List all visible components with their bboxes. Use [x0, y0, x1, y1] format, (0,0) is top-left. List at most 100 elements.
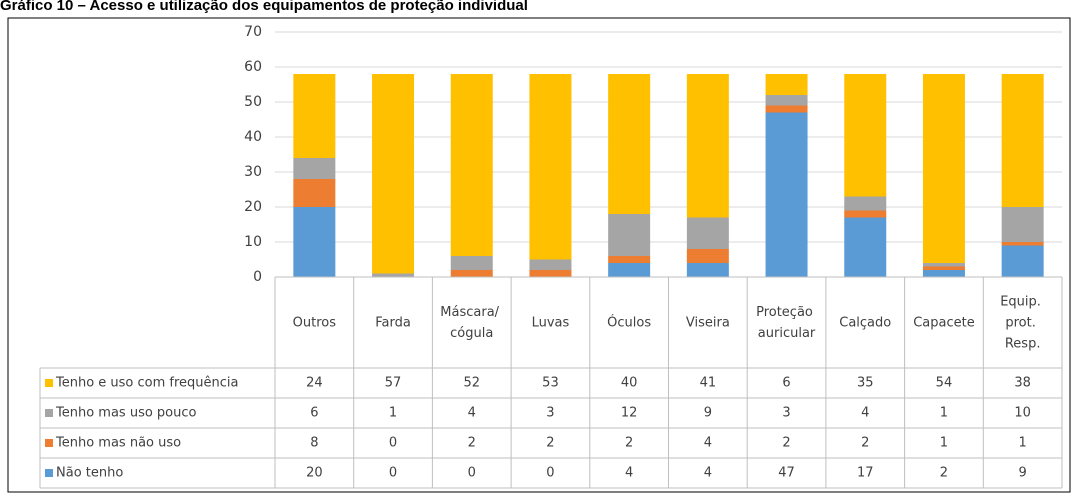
- table-value: 53: [542, 376, 559, 391]
- table-value: 2: [940, 466, 948, 481]
- table-value: 3: [546, 406, 554, 421]
- table-value: 6: [310, 406, 318, 421]
- table-value: 2: [625, 436, 633, 451]
- table-value: 12: [621, 406, 638, 421]
- bar-segment: [844, 217, 887, 277]
- table-value: 2: [861, 436, 869, 451]
- legend-key: [45, 379, 53, 387]
- table-value: 1: [940, 436, 948, 451]
- table-value: 17: [857, 466, 874, 481]
- x-tick-label: Farda: [375, 315, 411, 330]
- bar-segment: [922, 270, 965, 277]
- bar-segment: [450, 270, 493, 277]
- table-value: 4: [704, 436, 712, 451]
- y-tick-label: 60: [244, 59, 262, 75]
- table-value: 2: [546, 436, 554, 451]
- bar-segment: [844, 210, 887, 218]
- table-value: 1: [1019, 436, 1027, 451]
- x-tick-label: Capacete: [913, 315, 975, 330]
- legend-key: [45, 469, 53, 477]
- chart-title: Gráfico 10 – Acesso e utilização dos equ…: [0, 0, 528, 14]
- table-value: 2: [782, 436, 790, 451]
- x-tick-label: Luvas: [532, 315, 570, 330]
- bar-segment: [844, 196, 887, 211]
- table-value: 38: [1014, 376, 1031, 391]
- bar-segment: [293, 74, 336, 158]
- legend-label: Tenho e uso com frequência: [55, 376, 239, 391]
- x-tick-label: Óculos: [607, 314, 651, 330]
- table-value: 0: [468, 466, 476, 481]
- bar-segment: [1001, 74, 1044, 207]
- legend-key: [45, 439, 53, 447]
- table-value: 9: [704, 406, 712, 421]
- table-value: 1: [940, 406, 948, 421]
- bar-segment: [450, 74, 493, 256]
- table-value: 0: [546, 466, 554, 481]
- table-value: 8: [310, 436, 318, 451]
- legend-label: Não tenho: [56, 466, 123, 481]
- legend-key: [45, 409, 53, 417]
- bar-segment: [529, 74, 572, 260]
- table-value: 9: [1019, 466, 1027, 481]
- bar-segment: [372, 74, 415, 274]
- x-tick-label: Outros: [293, 315, 337, 330]
- x-tick-label: Equip. prot. Resp.: [1000, 294, 1045, 351]
- y-tick-label: 50: [244, 94, 262, 110]
- bar-segment: [686, 249, 729, 263]
- table-value: 52: [463, 376, 480, 391]
- table-value: 35: [857, 376, 874, 391]
- bar-segment: [372, 273, 415, 277]
- table-value: 4: [468, 406, 476, 421]
- y-tick-label: 0: [253, 269, 262, 285]
- bar-segment: [765, 74, 808, 95]
- bar-segment: [1001, 242, 1044, 246]
- x-tick-label: Máscara/ cógula: [440, 305, 503, 341]
- table-value: 0: [389, 436, 397, 451]
- table-value: 10: [1014, 406, 1031, 421]
- table-value: 4: [704, 466, 712, 481]
- y-tick-label: 10: [244, 234, 262, 250]
- bar-segment: [922, 74, 965, 263]
- x-tick-label: Viseira: [686, 315, 730, 330]
- bar-segment: [608, 256, 651, 263]
- bar-segment: [686, 74, 729, 218]
- bar-segment: [608, 74, 651, 214]
- bar-segment: [529, 270, 572, 277]
- table-value: 41: [700, 376, 717, 391]
- bar-segment: [1001, 245, 1044, 277]
- table-value: 20: [306, 466, 323, 481]
- x-tick-label: Calçado: [839, 315, 891, 330]
- y-tick-label: 70: [244, 24, 262, 40]
- table-value: 47: [778, 466, 795, 481]
- bar-segment: [922, 263, 965, 267]
- bar-segment: [450, 256, 493, 270]
- bar-segment: [529, 259, 572, 270]
- chart-frame: [7, 17, 1071, 493]
- y-tick-label: 20: [244, 199, 262, 215]
- bar-segment: [293, 207, 336, 277]
- bar-segment: [608, 214, 651, 256]
- bar-segment: [765, 112, 808, 277]
- legend-label: Tenho mas uso pouco: [55, 406, 197, 421]
- table-value: 24: [306, 376, 323, 391]
- bar-segment: [293, 158, 336, 179]
- table-value: 40: [621, 376, 638, 391]
- y-tick-label: 30: [244, 164, 262, 180]
- table-value: 4: [625, 466, 633, 481]
- table-value: 6: [782, 376, 790, 391]
- y-tick-label: 40: [244, 129, 262, 145]
- bar-segment: [686, 263, 729, 277]
- bar-segment: [293, 179, 336, 207]
- table-value: 0: [389, 466, 397, 481]
- bar-segment: [608, 263, 651, 277]
- bar-segment: [765, 95, 808, 106]
- table-value: 54: [936, 376, 953, 391]
- bar-segment: [844, 74, 887, 197]
- legend-label: Tenho mas não uso: [55, 436, 181, 451]
- bar-segment: [1001, 207, 1044, 242]
- table-value: 4: [861, 406, 869, 421]
- x-tick-label: Proteção auricular: [756, 305, 817, 341]
- bar-segment: [922, 266, 965, 270]
- bar-segment: [765, 105, 808, 113]
